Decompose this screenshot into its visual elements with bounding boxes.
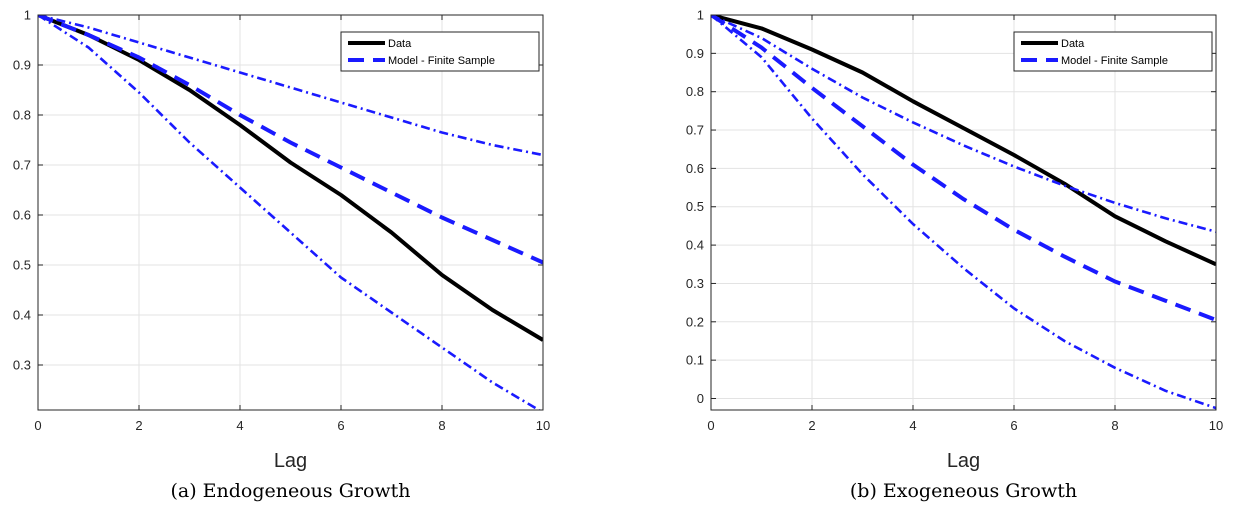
x-tick-label: 6	[337, 418, 344, 433]
plot-area	[38, 15, 543, 410]
y-tick-label: 0.2	[686, 314, 704, 329]
y-tick-label: 0.4	[686, 238, 704, 253]
legend-box	[340, 31, 540, 72]
y-tick-label: 0	[697, 391, 704, 406]
plot-area	[711, 15, 1216, 410]
x-tick-label: 10	[1209, 418, 1223, 433]
x-tick-label: 6	[1010, 418, 1017, 433]
y-tick-label: 1	[24, 8, 31, 23]
axes-box	[710, 14, 1217, 411]
chart-caption: (a) Endogeneous Growth	[170, 480, 410, 502]
legend: Data Model - Finite Sample	[1013, 31, 1213, 72]
x-tick-label: 10	[536, 418, 550, 433]
y-tick-label: 0.6	[13, 208, 31, 223]
legend-entry: Data	[388, 38, 412, 50]
legend-box	[1013, 31, 1213, 72]
x-tick-label: 8	[1111, 418, 1118, 433]
series-line-0	[38, 15, 543, 342]
series-line-3	[711, 15, 1216, 410]
x-tick-label: 0	[707, 418, 714, 433]
x-tick-label: 4	[909, 418, 916, 433]
x-axis-label: Lag	[274, 450, 307, 472]
series-line-2	[711, 15, 1216, 233]
series-line-1	[711, 15, 1216, 322]
x-tick-label: 0	[34, 418, 41, 433]
legend-entry: Data	[1061, 38, 1085, 50]
y-tick-label: 0.3	[13, 358, 31, 373]
chart-caption: (b) Exogeneous Growth	[850, 480, 1077, 502]
y-tick-label: 0.1	[686, 353, 704, 368]
y-tick-label: 0.8	[686, 84, 704, 99]
series-line-1	[38, 15, 543, 265]
x-axis-label: Lag	[947, 450, 980, 472]
y-tick-label: 0.9	[686, 46, 704, 61]
chart-exogenous: 0 2 4 6 8 10 0 0.1 0.2 0.3 0.4 0.5 0.6 0.7 0.8 0.9 1 Lag D…	[686, 8, 1223, 503]
y-tick-label: 0.7	[13, 158, 31, 173]
y-tick-label: 0.3	[686, 276, 704, 291]
y-tick-label: 0.5	[686, 199, 704, 214]
series-line-0	[711, 15, 1216, 267]
legend: Data Model - Finite Sample	[340, 31, 540, 72]
axes-box	[37, 14, 544, 411]
y-tick-label: 1	[697, 8, 704, 23]
chart-endogenous: 0 2 4 6 8 10 0.3 0.4 0.5 0.6 0.7 0.8 0.9 1 Lag Data Mode…	[13, 8, 550, 503]
y-tick-label: 0.8	[13, 108, 31, 123]
x-tick-label: 4	[236, 418, 243, 433]
legend-entry: Model - Finite Sample	[1061, 55, 1168, 67]
y-tick-label: 0.6	[686, 161, 704, 176]
series-group	[711, 15, 1216, 410]
y-tick-label: 0.4	[13, 308, 31, 323]
legend-entry: Model - Finite Sample	[388, 55, 495, 67]
y-tick-label: 0.9	[13, 58, 31, 73]
series-group	[38, 15, 543, 410]
y-tick-label: 0.7	[686, 123, 704, 138]
x-tick-label: 8	[438, 418, 445, 433]
series-line-2	[38, 15, 543, 157]
x-tick-label: 2	[135, 418, 142, 433]
y-tick-label: 0.5	[13, 258, 31, 273]
x-tick-label: 2	[808, 418, 815, 433]
series-line-3	[38, 15, 542, 410]
